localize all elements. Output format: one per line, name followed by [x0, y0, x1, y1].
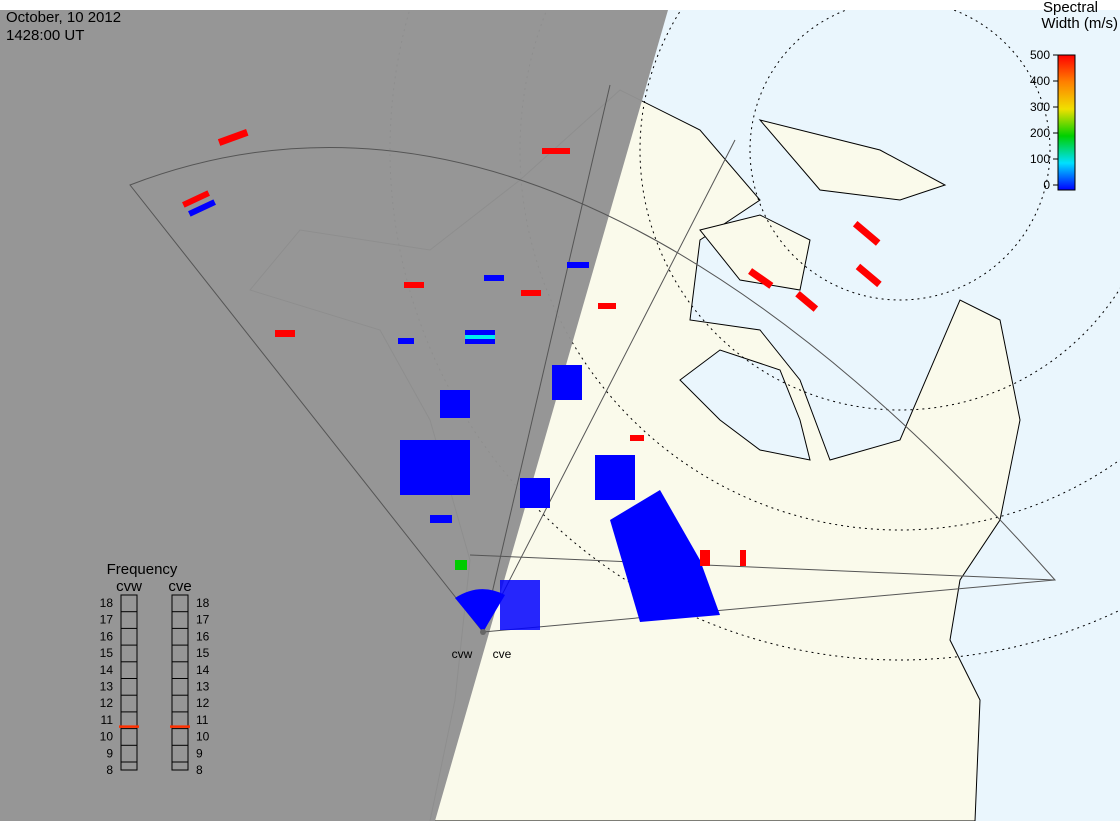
frequency-tick-label: 12: [196, 696, 210, 710]
date: October, 10 2012: [6, 9, 121, 26]
time: 1428:00 UT: [6, 27, 84, 44]
station-label: cve: [493, 647, 512, 661]
colorbar: [1057, 54, 1076, 191]
frequency-tick-label: 10: [196, 730, 210, 744]
frequency-tick-label: 9: [196, 746, 203, 760]
frequency-tick-label: 14: [100, 663, 114, 677]
frequency-tick-label: 8: [196, 763, 203, 777]
frequency-tick-label: 16: [100, 629, 114, 643]
frequency-tick-label: 15: [100, 646, 114, 660]
station-label: cvw: [452, 647, 473, 661]
colorbar-tick-label: 500: [1030, 48, 1050, 62]
top-strip: [0, 0, 1120, 10]
frequency-tick-label: 13: [100, 680, 114, 694]
frequency-tick-label: 14: [196, 663, 210, 677]
radar-label: cve: [168, 578, 191, 595]
radar-site: [480, 629, 486, 635]
colorbar-tick-label: 100: [1030, 152, 1050, 166]
scatter-cells: [182, 129, 882, 632]
frequency-tick-label: 17: [196, 613, 210, 627]
frequency-tick-label: 11: [101, 713, 114, 727]
radar-fov: [129, 84, 1057, 633]
baffin-island: [699, 214, 811, 291]
frequency-tick-label: 16: [196, 629, 210, 643]
frequency-tick-label: 18: [100, 596, 114, 610]
frequency-tick-label: 17: [100, 613, 114, 627]
colorbar-tick-label: 400: [1030, 74, 1050, 88]
colorbar-tick-label: 200: [1030, 126, 1050, 140]
frequency-title: Frequency: [107, 561, 178, 578]
frequency-tick-label: 15: [196, 646, 210, 660]
greenland: [758, 119, 947, 201]
colorbar-title: Spectral: [1043, 0, 1098, 16]
night-region: [0, 10, 668, 821]
frequency-tick-label: 10: [100, 730, 114, 744]
frequency-tick-label: 12: [100, 696, 114, 710]
frequency-tick-label: 18: [196, 596, 210, 610]
frequency-tick-label: 13: [196, 680, 210, 694]
frequency-tick-label: 11: [196, 713, 209, 727]
frequency-tick-label: 8: [106, 763, 113, 777]
radar-label: cvw: [116, 578, 142, 595]
frequency-tick-label: 9: [106, 746, 113, 760]
colorbar-title: Width (m/s): [1041, 15, 1118, 32]
colorbar-tick-label: 0: [1043, 178, 1050, 192]
colorbar-tick-label: 300: [1030, 100, 1050, 114]
hudson-bay: [679, 349, 811, 461]
